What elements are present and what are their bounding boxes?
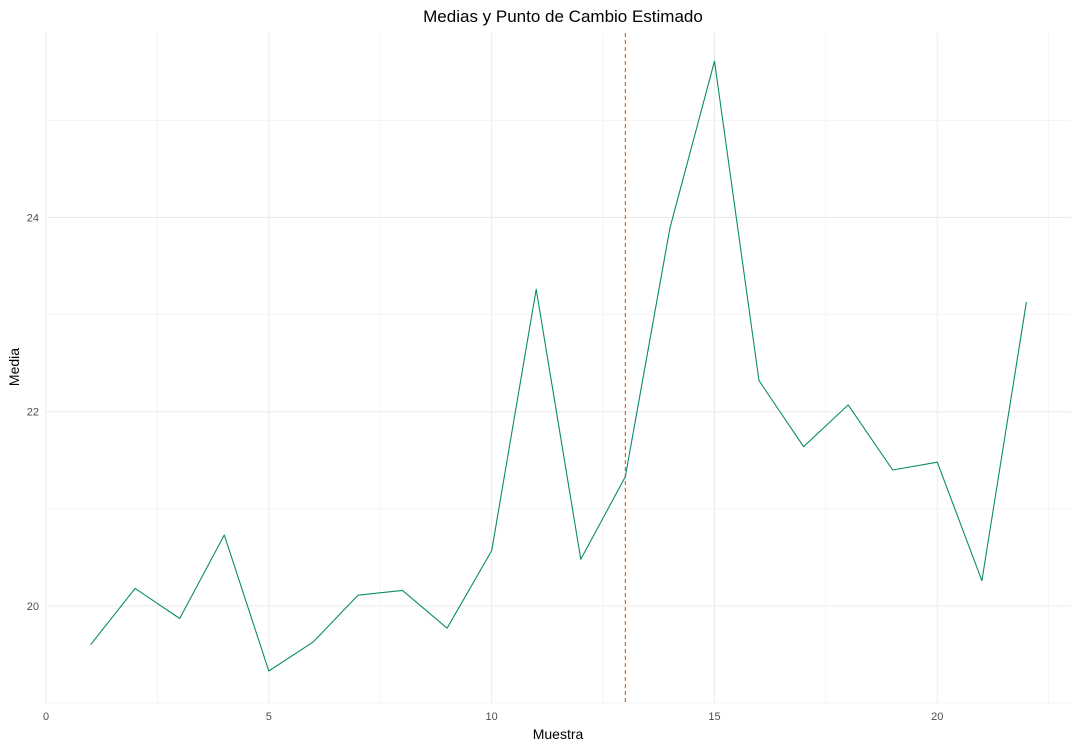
x-tick-label: 10 — [486, 711, 498, 723]
grid — [46, 33, 1071, 703]
y-tick-label: 20 — [27, 601, 39, 613]
series — [91, 61, 1027, 671]
y-tick-label: 22 — [27, 407, 39, 419]
y-tick-label: 24 — [27, 212, 39, 224]
x-tick-label: 0 — [43, 711, 49, 723]
chart-title: Medias y Punto de Cambio Estimado — [423, 7, 703, 26]
y-axis-ticks: 20 22 24 — [27, 212, 39, 612]
x-tick-label: 15 — [708, 711, 720, 723]
x-tick-label: 5 — [266, 711, 272, 723]
x-axis-title: Muestra — [533, 726, 584, 742]
y-axis-title: Media — [6, 348, 22, 386]
x-axis-ticks: 0 5 10 15 20 — [43, 711, 943, 723]
x-tick-label: 20 — [931, 711, 943, 723]
series-line — [91, 61, 1027, 671]
